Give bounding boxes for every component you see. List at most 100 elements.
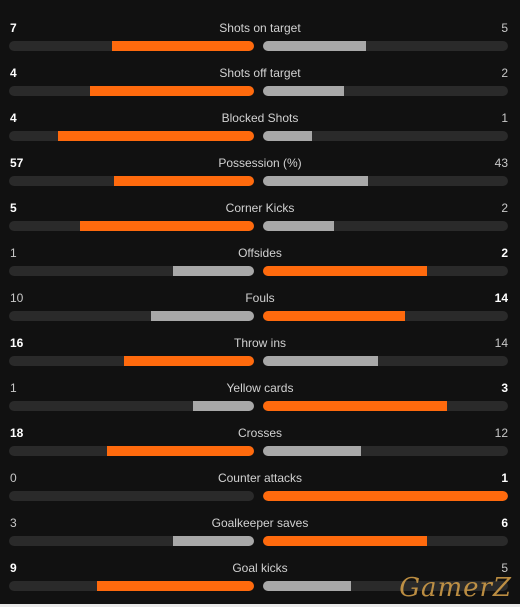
home-value: 7 [10,21,17,35]
stat-label-line: Fouls 10 14 [0,290,520,306]
stat-label-line: Goalkeeper saves 3 6 [0,515,520,531]
stat-row: Crosses 18 12 [0,412,520,457]
away-value: 5 [501,561,508,575]
home-bar-fill [193,401,254,411]
stat-name: Throw ins [233,336,286,350]
away-value: 43 [494,156,508,170]
away-bar-fill [263,581,351,591]
home-value: 57 [10,156,24,170]
stat-name: Blocked Shots [221,111,299,125]
home-value: 4 [10,66,17,80]
bottom-divider [0,604,520,607]
away-bar-track [263,131,508,141]
home-bar-track [9,581,254,591]
home-value: 1 [10,381,17,395]
home-bar-track [9,41,254,51]
away-value: 12 [494,426,508,440]
stat-name: Corner Kicks [225,201,295,215]
away-bar-fill [263,536,427,546]
home-bar-fill [173,536,254,546]
home-bar-track [9,131,254,141]
away-bar-fill [263,266,427,276]
watermark-logo: GamerZ [399,573,512,603]
home-bar-track [9,536,254,546]
away-bar-track [263,536,508,546]
home-bar-fill [97,581,254,591]
away-value: 14 [494,291,508,305]
away-bar-fill [263,401,447,411]
home-bar-fill [114,176,254,186]
home-bar-track [9,356,254,366]
away-bar-track [263,356,508,366]
home-bar-fill [124,356,254,366]
home-bar-track [9,491,254,501]
stat-name: Counter attacks [217,471,303,485]
away-bar-track [263,311,508,321]
stat-name: Shots off target [219,66,301,80]
stat-row: Shots off target 4 2 [0,52,520,97]
stat-label-line: Goal kicks 9 5 [0,560,520,576]
stat-row: Counter attacks 0 1 [0,457,520,502]
stat-label-line: Throw ins 16 14 [0,335,520,351]
stat-label-line: Blocked Shots 4 1 [0,110,520,126]
stat-name: Goal kicks [232,561,288,575]
stat-name: Goalkeeper saves [211,516,309,530]
away-bar-fill [263,176,368,186]
away-bar-fill [263,41,366,51]
home-bar-fill [151,311,254,321]
stat-label-line: Corner Kicks 5 2 [0,200,520,216]
stat-row: Goalkeeper saves 3 6 [0,502,520,547]
stat-row: Blocked Shots 4 1 [0,97,520,142]
stat-row: Yellow cards 1 3 [0,367,520,412]
away-bar-fill [263,356,378,366]
away-bar-track [263,401,508,411]
away-value: 2 [501,201,508,215]
away-bar-fill [263,491,508,501]
away-bar-fill [263,131,312,141]
stat-name: Possession (%) [218,156,302,170]
stat-row: Fouls 10 14 [0,277,520,322]
home-bar-track [9,221,254,231]
stat-name: Offsides [238,246,282,260]
home-bar-fill [90,86,254,96]
stat-name: Yellow cards [226,381,294,395]
away-value: 1 [501,471,508,485]
stat-row: Shots on target 7 5 [0,7,520,52]
stat-label-line: Counter attacks 0 1 [0,470,520,486]
away-bar-track [263,266,508,276]
home-bar-track [9,86,254,96]
stat-name: Shots on target [219,21,301,35]
home-bar-fill [107,446,254,456]
away-bar-fill [263,86,344,96]
away-value: 2 [501,246,508,260]
away-value: 6 [501,516,508,530]
home-value: 10 [10,291,24,305]
home-bar-fill [112,41,254,51]
stat-row: Throw ins 16 14 [0,322,520,367]
stat-row: Offsides 1 2 [0,232,520,277]
stat-row: Goal kicks 9 5 [0,547,520,592]
home-value: 18 [10,426,24,440]
stat-label-line: Shots off target 4 2 [0,65,520,81]
home-bar-fill [80,221,254,231]
home-value: 5 [10,201,17,215]
away-value: 5 [501,21,508,35]
home-bar-track [9,446,254,456]
home-value: 0 [10,471,17,485]
home-bar-track [9,176,254,186]
home-value: 16 [10,336,24,350]
away-bar-track [263,86,508,96]
stat-label-line: Yellow cards 1 3 [0,380,520,396]
home-value: 1 [10,246,17,260]
away-value: 14 [494,336,508,350]
stat-label-line: Shots on target 7 5 [0,20,520,36]
away-value: 3 [501,381,508,395]
home-bar-fill [173,266,254,276]
stat-name: Fouls [245,291,275,305]
away-bar-track [263,581,508,591]
home-bar-track [9,401,254,411]
away-value: 1 [501,111,508,125]
away-bar-track [263,446,508,456]
away-bar-fill [263,446,361,456]
home-value: 9 [10,561,17,575]
